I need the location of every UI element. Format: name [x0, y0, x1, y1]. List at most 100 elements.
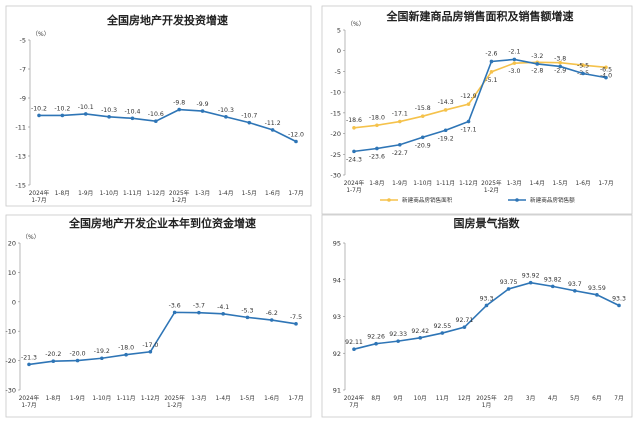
data-label: -18.0 — [369, 114, 385, 121]
x-tick-label: 1-12月 — [459, 180, 478, 187]
data-point — [512, 57, 517, 62]
legend: 新建商品房销售面积 新建商品房销售额 — [380, 196, 575, 204]
data-point — [506, 287, 511, 291]
x-tick-label: 8月 — [371, 395, 381, 402]
y-tick-label: -20 — [330, 130, 341, 138]
data-point — [130, 116, 135, 121]
data-point — [573, 288, 577, 293]
x-tick-label: 6月 — [592, 395, 602, 402]
data-point — [581, 71, 585, 76]
data-point — [100, 356, 104, 361]
data-point — [443, 128, 448, 133]
data-point — [148, 349, 153, 354]
x-tick-label: 1-11月 — [117, 395, 136, 402]
data-label: -18.6 — [346, 117, 362, 124]
data-label: -2.8 — [531, 67, 543, 74]
y-tick-label: -25 — [330, 151, 341, 159]
series-line-0 — [353, 61, 607, 129]
y-tick-label: 95 — [333, 240, 341, 248]
unit-label: （%） — [347, 21, 365, 28]
x-tick-label: 3月 — [526, 395, 536, 402]
data-point — [270, 128, 275, 132]
chart-title: 全国房地产开发投资增速 — [106, 13, 228, 27]
data-label: 92.55 — [433, 323, 451, 330]
data-point — [375, 146, 379, 151]
data-label: -19.2 — [94, 348, 110, 355]
data-label: -2.1 — [508, 48, 520, 55]
x-tick-label: 5月 — [570, 395, 580, 402]
data-label: -11.2 — [265, 120, 281, 127]
x-tick-label: 9月 — [393, 395, 403, 402]
data-point — [375, 123, 379, 128]
data-label: -4.1 — [217, 304, 229, 311]
legend-label: 新建商品房销售面积 — [402, 196, 453, 204]
data-label: -12.0 — [288, 132, 304, 139]
x-tick-label: 4月 — [548, 395, 558, 402]
chart-frame — [5, 5, 312, 207]
data-label: -10.4 — [124, 108, 140, 115]
legend-marker — [387, 198, 391, 202]
data-label: -3.2 — [531, 53, 543, 60]
data-label: -18.0 — [118, 345, 134, 352]
x-tick-label: 1-3月 — [507, 180, 522, 187]
data-point — [398, 142, 402, 147]
x-tick-label: 1-4月 — [216, 395, 231, 402]
data-label: -7.5 — [290, 314, 302, 321]
y-tick-label: -7 — [20, 66, 26, 74]
y-tick-label: 0 — [337, 47, 341, 55]
data-point — [617, 303, 621, 308]
data-point — [172, 310, 177, 315]
y-tick-label: -5 — [335, 68, 341, 76]
data-point — [558, 64, 562, 69]
data-label: -12.9 — [461, 93, 477, 100]
data-point — [200, 109, 205, 113]
x-tick-label: 1-11月 — [123, 190, 142, 197]
data-label: -9.9 — [197, 101, 209, 108]
x-tick-label: 7月 — [614, 395, 624, 402]
data-label: -10.7 — [241, 113, 257, 120]
data-point — [558, 60, 562, 65]
data-point — [224, 115, 228, 119]
x-tick-label: 1-4月 — [530, 180, 545, 187]
x-tick-label: 12月 — [458, 395, 471, 402]
data-label: -20.2 — [45, 351, 61, 358]
data-label: 92.11 — [345, 339, 363, 346]
x-tick-label: 1-8月 — [55, 190, 70, 197]
series-line — [28, 311, 297, 366]
data-label: -6.5 — [600, 67, 612, 74]
x-tick-label: 1-6月 — [264, 395, 279, 402]
data-point — [245, 315, 250, 320]
data-label: 92.42 — [411, 328, 429, 335]
x-tick-label: 2025年 1-2月 — [169, 189, 190, 204]
data-label: -10.2 — [54, 105, 70, 112]
x-tick-label: 1-8月 — [46, 395, 61, 402]
chart-panel-2: 全国新建商品房销售面积及销售额增速（%）50-5-10-15-20-25-302… — [321, 5, 633, 215]
x-tick-label: 1-5月 — [553, 180, 568, 187]
x-tick-label: 1-3月 — [191, 395, 206, 402]
x-tick-label: 1-9月 — [78, 190, 93, 197]
data-label: -4.0 — [600, 72, 612, 79]
x-tick-label: 2025年 1-2月 — [481, 179, 502, 194]
y-tick-label: 0 — [12, 298, 16, 306]
data-point — [396, 339, 400, 343]
data-label: 93.7 — [568, 281, 582, 288]
data-point — [247, 120, 252, 125]
y-tick-label: 94 — [333, 276, 341, 284]
data-label: -2.9 — [554, 68, 566, 75]
data-point — [535, 62, 540, 66]
data-point — [294, 139, 298, 144]
data-point — [489, 70, 494, 74]
x-tick-label: 1-9月 — [70, 395, 85, 402]
data-label: -3.8 — [554, 55, 566, 62]
x-tick-label: 1-10月 — [100, 190, 119, 197]
data-label: -5.5 — [577, 63, 589, 70]
data-point — [294, 322, 298, 326]
x-tick-label: 2024年 7月 — [344, 394, 365, 409]
data-label: -3.6 — [169, 302, 181, 309]
data-label: -5.3 — [241, 307, 253, 314]
data-label: -6.2 — [266, 310, 278, 317]
x-tick-label: 1-7月 — [288, 395, 303, 402]
